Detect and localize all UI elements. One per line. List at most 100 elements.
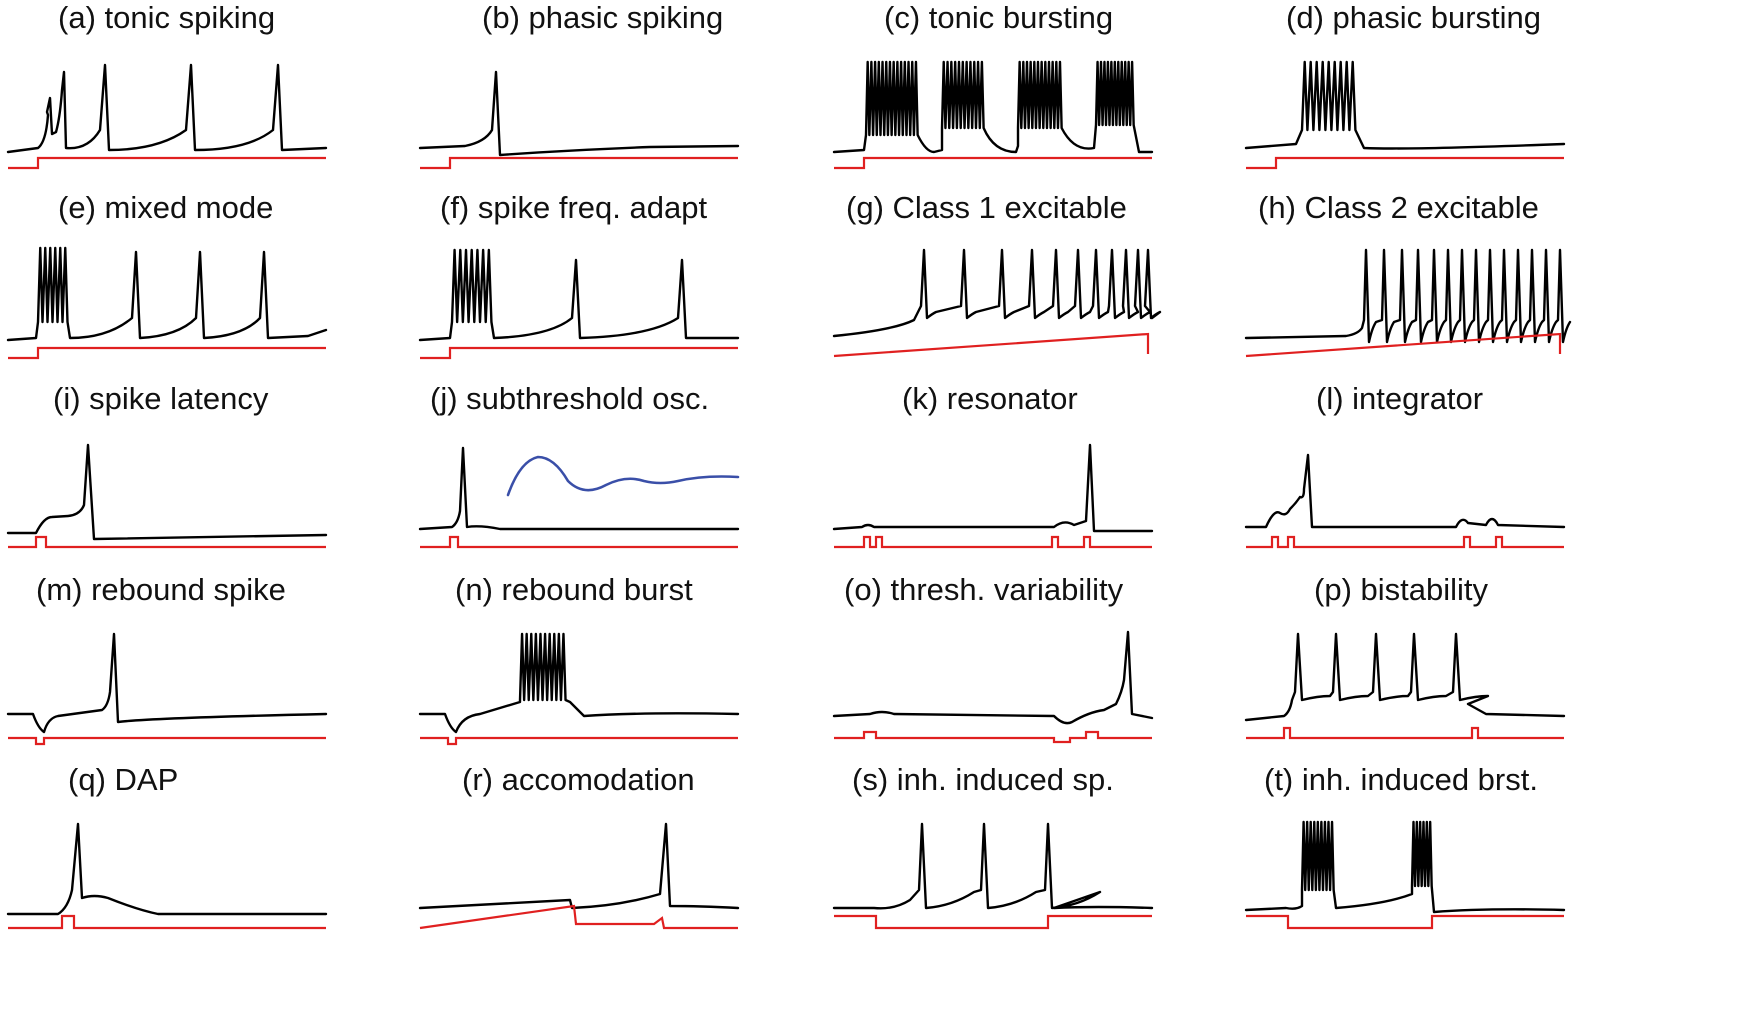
panel-l: (l) integrator [1244,381,1681,584]
panel-title: (r) accomodation [462,762,695,797]
panel-j: (j) subthreshold osc. [418,381,855,584]
panel-title: (k) resonator [902,381,1078,416]
panel-plot [418,248,740,360]
panel-m: (m) rebound spike [6,572,443,775]
input-current-trace [419,904,738,930]
panel-plot [832,630,1154,744]
panel-title: (h) Class 2 excitable [1258,190,1539,225]
panel-e: (e) mixed mode [6,190,443,393]
panel-r: (r) accomodation [418,762,855,965]
membrane-voltage-trace [418,632,740,734]
panel-plot [1244,453,1566,549]
panel-q: (q) DAP [6,762,443,965]
membrane-voltage-trace [832,822,1154,910]
panel-title: (j) subthreshold osc. [430,381,710,416]
panel-plot [1244,820,1566,930]
input-current-trace [8,535,326,549]
input-current-trace [420,736,738,746]
input-current-trace [834,914,1152,930]
panel-title: (p) bistability [1314,572,1488,607]
panel-title: (a) tonic spiking [58,0,276,35]
input-current-trace [420,346,738,360]
input-current-trace [8,346,326,360]
input-current-trace [1246,914,1564,930]
panel-title: (l) integrator [1316,381,1484,416]
panel-f: (f) spike freq. adapt [418,190,855,393]
panel-plot [6,246,328,360]
panel-plot [832,822,1154,930]
panel-g: (g) Class 1 excitable [832,190,1269,393]
panel-h: (h) Class 2 excitable [1244,190,1681,393]
input-current-trace [834,730,1152,744]
membrane-voltage-trace [1244,632,1566,722]
panel-plot [832,443,1154,549]
input-current-trace [8,736,326,746]
membrane-voltage-trace [832,443,1154,533]
input-current-trace [1246,535,1564,549]
input-current-trace [8,156,326,170]
panel-t: (t) inh. induced brst. [1244,762,1681,965]
panel-title: (m) rebound spike [36,572,286,607]
panel-plot [6,63,328,170]
membrane-voltage-trace [832,248,1162,338]
membrane-voltage-trace [418,70,740,157]
input-current-trace [1246,156,1564,170]
panel-s: (s) inh. induced sp. [832,762,1269,965]
panel-b: (b) phasic spiking [418,0,855,203]
membrane-voltage-trace [418,822,740,910]
panel-title: (d) phasic bursting [1286,0,1542,35]
panel-title: (c) tonic bursting [884,0,1114,35]
panel-title: (e) mixed mode [58,190,274,225]
membrane-voltage-trace [6,443,328,541]
panel-plot [418,822,740,930]
panel-plot [418,446,740,549]
panel-plot [832,60,1154,170]
input-current-trace [8,914,326,930]
membrane-voltage-trace [1244,820,1566,914]
membrane-voltage-trace [418,446,740,531]
panel-plot [6,822,328,930]
panel-d: (d) phasic bursting [1244,0,1681,203]
membrane-voltage-trace [832,60,1154,154]
panel-a: (a) tonic spiking [6,0,443,203]
panel-plot [6,632,328,746]
panel-title: (i) spike latency [53,381,269,416]
panel-n: (n) rebound burst [418,572,855,775]
panel-title: (t) inh. induced brst. [1264,762,1538,797]
membrane-voltage-trace [1244,453,1566,529]
membrane-voltage-trace [1244,248,1572,344]
subthreshold-oscillation-inset-trace [506,455,740,497]
input-current-trace [420,535,738,549]
panel-plot [832,248,1162,358]
membrane-voltage-trace [6,246,328,342]
membrane-voltage-trace [6,632,328,734]
panel-plot [1244,248,1572,358]
input-current-trace [834,156,1152,170]
panel-plot [418,632,740,746]
input-current-trace [834,535,1152,549]
membrane-voltage-trace [418,248,740,342]
panel-plot [418,70,740,170]
panel-p: (p) bistability [1244,572,1681,775]
panel-o: (o) thresh. variability [832,572,1269,775]
membrane-voltage-trace [6,63,328,154]
panel-title: (s) inh. induced sp. [852,762,1114,797]
input-current-trace [833,332,1150,358]
membrane-voltage-trace [1244,60,1566,150]
membrane-voltage-trace [832,630,1154,725]
panel-plot [6,443,328,549]
input-current-trace [420,156,738,170]
panel-title: (n) rebound burst [455,572,693,607]
panel-title: (b) phasic spiking [482,0,724,35]
input-current-trace [1245,332,1562,358]
membrane-voltage-trace [6,822,328,916]
panel-title: (o) thresh. variability [844,572,1124,607]
panel-i: (i) spike latency [6,381,443,584]
panel-title: (q) DAP [68,762,179,797]
panel-title: (g) Class 1 excitable [846,190,1127,225]
panel-plot [1244,60,1566,170]
input-current-trace [1246,726,1564,740]
panel-k: (k) resonator [832,381,1269,584]
panel-title: (f) spike freq. adapt [440,190,708,225]
